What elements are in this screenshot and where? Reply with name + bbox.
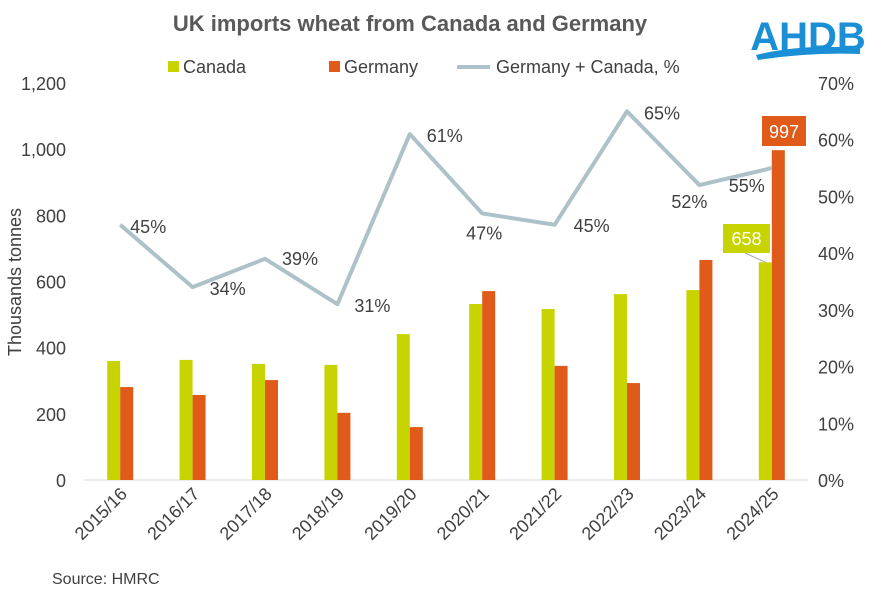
data-label-germany: 997 bbox=[769, 122, 799, 142]
chart-title: UK imports wheat from Canada and Germany bbox=[173, 11, 648, 36]
y2-tick-label: 60% bbox=[818, 131, 854, 151]
bar-canada bbox=[179, 359, 193, 480]
bar-canada bbox=[324, 364, 338, 480]
y2-tick-label: 50% bbox=[818, 187, 854, 207]
line-point-label: 31% bbox=[354, 296, 390, 316]
bar-canada bbox=[758, 262, 772, 480]
bar-canada bbox=[107, 360, 121, 480]
line-point-label: 39% bbox=[282, 249, 318, 269]
y-tick-label: 200 bbox=[36, 405, 66, 425]
x-tick-label: 2016/17 bbox=[143, 484, 203, 544]
legend-label-germany: Germany bbox=[344, 57, 418, 77]
leader-line bbox=[744, 252, 767, 263]
data-label-box-canada bbox=[723, 224, 770, 253]
line-point-label: 47% bbox=[466, 223, 502, 243]
line-point-label: 61% bbox=[427, 126, 463, 146]
x-tick-label: 2024/25 bbox=[722, 484, 782, 544]
bar-canada bbox=[541, 308, 555, 480]
bar-germany bbox=[409, 427, 423, 480]
y2-tick-label: 10% bbox=[818, 414, 854, 434]
line-combined-share bbox=[118, 109, 773, 307]
legend-swatch-germany bbox=[329, 61, 340, 72]
y-tick-label: 1,200 bbox=[21, 74, 66, 94]
y2-tick-label: 20% bbox=[818, 358, 854, 378]
x-tick-label: 2020/21 bbox=[433, 484, 493, 544]
legend-swatch-canada bbox=[168, 61, 179, 72]
bar-germany bbox=[265, 380, 278, 480]
legend: Canada Germany Germany + Canada, % bbox=[168, 57, 680, 77]
line-point-label: 55% bbox=[729, 176, 765, 196]
x-tick-label: 2021/22 bbox=[505, 484, 565, 544]
ahdb-logo: AHDB bbox=[750, 15, 866, 60]
line-point-label: 45% bbox=[574, 216, 610, 236]
line-point-label: 65% bbox=[644, 103, 680, 123]
line-point-label: 34% bbox=[210, 279, 246, 299]
bar-germany bbox=[337, 412, 351, 480]
data-label-canada: 658 bbox=[731, 229, 761, 249]
legend-label-canada: Canada bbox=[183, 57, 247, 77]
x-tick-label: 2019/20 bbox=[360, 484, 420, 544]
x-tick-label: 2017/18 bbox=[216, 484, 276, 544]
y2-tick-label: 0% bbox=[818, 471, 844, 491]
line-point-label: 45% bbox=[130, 217, 166, 237]
y-tick-label: 400 bbox=[36, 339, 66, 359]
y-axis-title: Thousands tonnes bbox=[5, 208, 25, 356]
x-tick-label: 2022/23 bbox=[578, 484, 638, 544]
bar-germany bbox=[554, 365, 568, 480]
bar-germany bbox=[482, 291, 496, 480]
y-tick-label: 1,000 bbox=[21, 140, 66, 160]
bar-canada bbox=[252, 363, 265, 480]
bar-germany bbox=[699, 259, 713, 480]
y-tick-label: 0 bbox=[56, 471, 66, 491]
y2-tick-label: 70% bbox=[818, 74, 854, 94]
source-note: Source: HMRC bbox=[52, 571, 160, 588]
bar-germany bbox=[771, 150, 785, 480]
y2-tick-label: 30% bbox=[818, 301, 854, 321]
bar-germany bbox=[120, 387, 134, 480]
bar-canada bbox=[396, 334, 410, 480]
x-tick-label: 2015/16 bbox=[71, 484, 131, 544]
x-tick-label: 2023/24 bbox=[650, 484, 710, 544]
bar-canada bbox=[686, 290, 700, 480]
line-point-label: 52% bbox=[671, 192, 707, 212]
bar-canada bbox=[469, 303, 483, 480]
y-tick-label: 800 bbox=[36, 206, 66, 226]
y2-tick-label: 40% bbox=[818, 244, 854, 264]
bar-canada bbox=[614, 294, 627, 480]
bar-germany bbox=[627, 383, 640, 480]
x-tick-label: 2018/19 bbox=[288, 484, 348, 544]
bar-germany bbox=[192, 394, 206, 480]
data-label-box-germany bbox=[762, 116, 806, 146]
y-tick-label: 600 bbox=[36, 273, 66, 293]
legend-label-combined: Germany + Canada, % bbox=[496, 57, 680, 77]
